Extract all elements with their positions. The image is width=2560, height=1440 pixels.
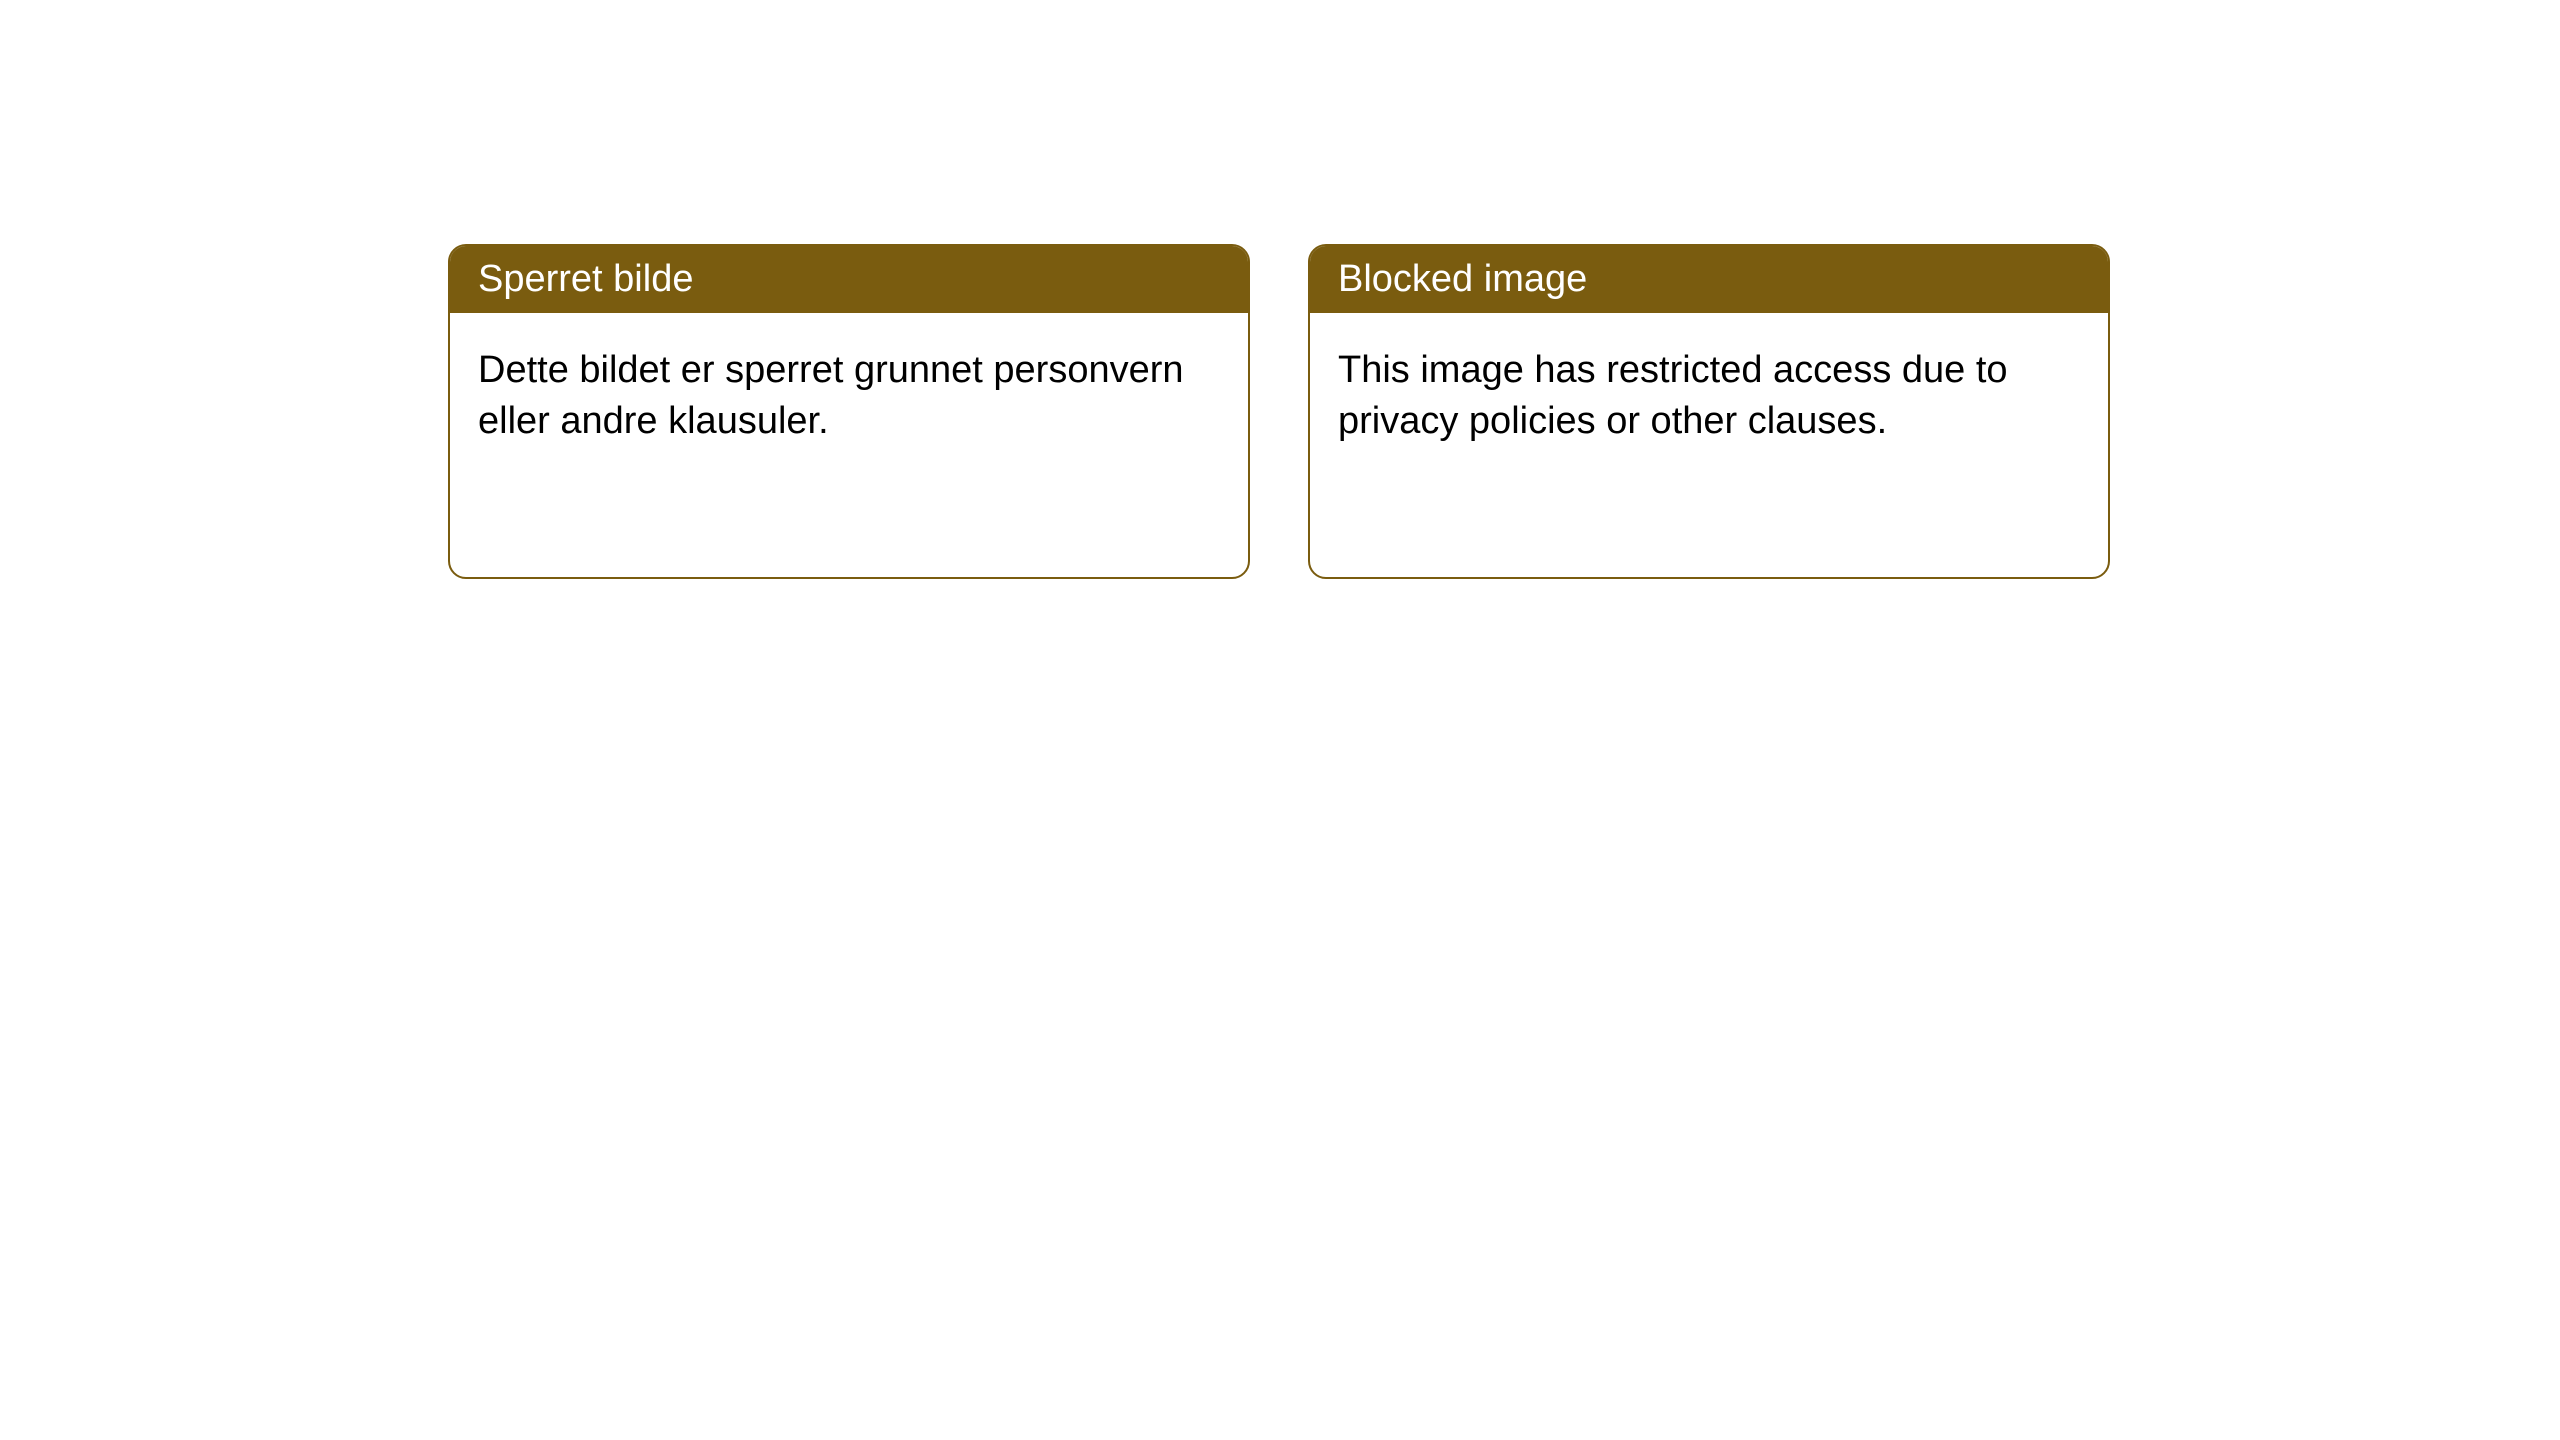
notice-card-norwegian: Sperret bilde Dette bildet er sperret gr… bbox=[448, 244, 1250, 579]
notice-header: Blocked image bbox=[1310, 246, 2108, 313]
notice-card-english: Blocked image This image has restricted … bbox=[1308, 244, 2110, 579]
notice-header: Sperret bilde bbox=[450, 246, 1248, 313]
notice-container: Sperret bilde Dette bildet er sperret gr… bbox=[0, 0, 2560, 579]
notice-body: This image has restricted access due to … bbox=[1310, 313, 2108, 480]
notice-title: Blocked image bbox=[1338, 258, 1587, 300]
notice-title: Sperret bilde bbox=[478, 258, 693, 300]
notice-message: Dette bildet er sperret grunnet personve… bbox=[478, 349, 1184, 442]
notice-body: Dette bildet er sperret grunnet personve… bbox=[450, 313, 1248, 480]
notice-message: This image has restricted access due to … bbox=[1338, 349, 2008, 442]
